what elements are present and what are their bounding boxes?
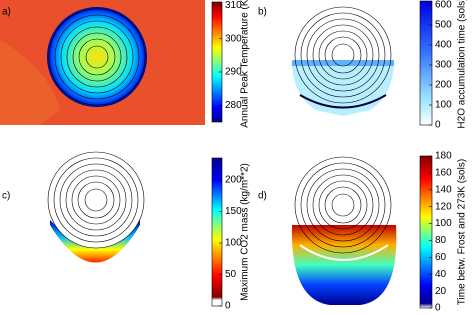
colorbar xyxy=(211,157,223,307)
panel-b-image xyxy=(292,6,394,116)
colorbar-tick-label: 150 xyxy=(225,206,242,217)
colorbar-tick-label: 0 xyxy=(435,303,441,314)
panel-label: c) xyxy=(2,191,10,202)
colorbar-tick-label: 290 xyxy=(225,67,242,78)
colorbar-tick-label: 40 xyxy=(435,269,447,280)
colorbar-tick-label: 160 xyxy=(435,168,452,179)
panel-a-image xyxy=(0,0,205,125)
panel-d-image xyxy=(291,156,397,305)
colorbar-tick-label: 310 xyxy=(225,0,242,11)
colorbar-label: Annual Peak Temperature (K) xyxy=(240,0,251,128)
colorbar-tick-label: 100 xyxy=(435,100,452,111)
colorbar-tick-label: 400 xyxy=(435,40,452,51)
colorbar-tick-label: 0 xyxy=(435,120,441,131)
colorbar-tick-label: 500 xyxy=(435,20,452,31)
colorbar-tick-label: 120 xyxy=(435,201,452,212)
colorbar-tick-label: 50 xyxy=(225,269,237,280)
colorbar-tick-label: 100 xyxy=(435,218,452,229)
panel-label: d) xyxy=(258,191,267,202)
colorbar-tick-label: 100 xyxy=(225,238,242,249)
colorbar-tick-label: 280 xyxy=(225,100,242,111)
colorbar-label: H2O accumulation time (sols) xyxy=(457,0,468,129)
panel-c-image xyxy=(47,151,145,263)
colorbar-tick-label: 200 xyxy=(225,175,242,186)
colorbar xyxy=(419,0,433,126)
colorbar-tick-label: 180 xyxy=(435,151,452,162)
panel-label: b) xyxy=(258,7,267,18)
colorbar-tick-label: 20 xyxy=(435,286,447,297)
colorbar-label: Time betw. Frost and 273K (sols) xyxy=(457,159,468,305)
colorbar-tick-label: 60 xyxy=(435,252,447,263)
colorbar-tick-label: 300 xyxy=(225,33,242,44)
panel-label: a) xyxy=(2,7,11,18)
colorbar-tick-label: 300 xyxy=(435,60,452,71)
colorbar-label: Maximum CO2 mass (kg/m**2) xyxy=(240,163,251,301)
colorbar-tick-label: 200 xyxy=(435,80,452,91)
colorbar-tick-label: 140 xyxy=(435,184,452,195)
colorbar-tick-label: 0 xyxy=(225,301,231,312)
colorbar xyxy=(211,1,223,123)
colorbar xyxy=(419,155,433,309)
colorbar-tick-label: 600 xyxy=(435,0,452,11)
colorbar-tick-label: 80 xyxy=(435,235,447,246)
